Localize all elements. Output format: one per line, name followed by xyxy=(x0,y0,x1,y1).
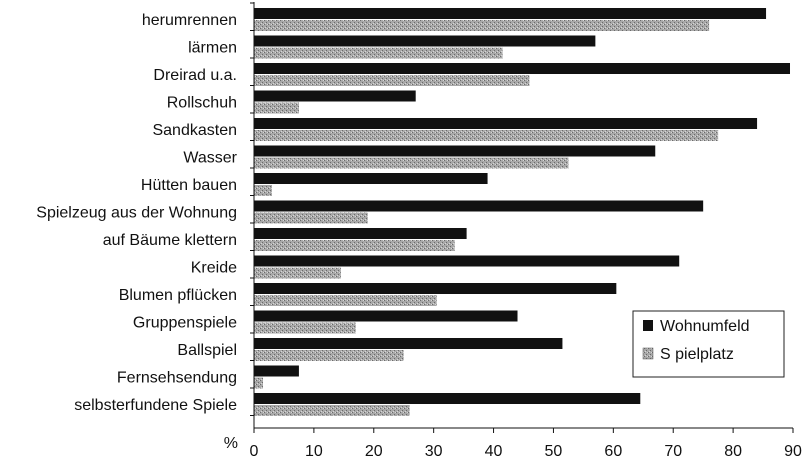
bar-spielplatz-1 xyxy=(254,47,503,59)
legend-swatch-wohnumfeld xyxy=(643,320,653,331)
x-tick-label-1: 10 xyxy=(305,443,323,460)
legend-label-wohnumfeld: Wohnumfeld xyxy=(660,318,750,335)
legend-swatch-spielplatz xyxy=(642,347,654,360)
bar-spielplatz-7 xyxy=(254,212,368,224)
bar-spielplatz-6 xyxy=(254,185,272,196)
bar-spielplatz-9 xyxy=(254,267,341,279)
x-tick-label-6: 60 xyxy=(604,443,622,460)
category-label-6: Hütten bauen xyxy=(141,177,237,194)
legend-box xyxy=(632,310,785,378)
bar-wohnumfeld-8 xyxy=(254,228,467,239)
category-label-3: Rollschuh xyxy=(167,95,237,112)
x-tick-label-9: 90 xyxy=(784,443,802,460)
category-label-12: Ballspiel xyxy=(177,342,237,359)
bar-wohnumfeld-4 xyxy=(254,118,758,129)
bar-spielplatz-2 xyxy=(254,75,530,86)
bar-spielplatz-12 xyxy=(254,350,404,361)
category-label-5: Wasser xyxy=(183,150,237,167)
bar-wohnumfeld-3 xyxy=(254,90,416,102)
category-label-9: Kreide xyxy=(191,260,237,277)
category-label-7: Spielzeug aus der Wohnung xyxy=(36,205,237,222)
bar-wohnumfeld-14 xyxy=(254,393,641,404)
x-tick-label-0: 0 xyxy=(250,443,259,460)
axis-unit-label: % xyxy=(224,435,238,452)
bar-wohnumfeld-1 xyxy=(254,35,596,47)
category-label-14: selbsterfundene Spiele xyxy=(74,397,237,414)
x-tick-label-3: 30 xyxy=(425,443,443,460)
bar-wohnumfeld-10 xyxy=(254,283,617,294)
category-label-13: Fernsehsendung xyxy=(117,370,237,387)
x-axis: 0 10 20 30 40 50 60 70 80 90 xyxy=(250,2,802,460)
bar-wohnumfeld-2 xyxy=(254,63,791,74)
bar-spielplatz-13 xyxy=(254,377,263,389)
bar-spielplatz-0 xyxy=(254,20,710,31)
category-label-4: Sandkasten xyxy=(152,122,237,139)
category-label-11: Gruppenspiele xyxy=(133,315,237,332)
bar-wohnumfeld-12 xyxy=(254,338,563,349)
x-tick-label-2: 20 xyxy=(365,443,383,460)
bar-wohnumfeld-6 xyxy=(254,173,488,184)
x-tick-label-8: 80 xyxy=(724,443,742,460)
legend: Wohnumfeld S pielplatz xyxy=(632,310,785,378)
category-label-8: auf Bäume klettern xyxy=(103,232,237,249)
category-label-10: Blumen pflücken xyxy=(119,287,237,304)
x-tick-label-4: 40 xyxy=(485,443,503,460)
bar-spielplatz-3 xyxy=(254,102,299,114)
category-label-2: Dreirad u.a. xyxy=(153,67,237,84)
x-tick-label-7: 70 xyxy=(664,443,682,460)
bar-spielplatz-10 xyxy=(254,295,437,306)
x-tick-label-5: 50 xyxy=(545,443,563,460)
bar-wohnumfeld-9 xyxy=(254,255,680,267)
bar-wohnumfeld-0 xyxy=(254,8,767,19)
bar-wohnumfeld-13 xyxy=(254,365,299,377)
bar-wohnumfeld-7 xyxy=(254,200,704,212)
category-label-1: lärmen xyxy=(188,40,237,57)
bar-spielplatz-4 xyxy=(254,130,719,141)
category-labels: herumrennen lärmen Dreirad u.a. Rollschuh Sa… xyxy=(36,12,237,414)
bar-spielplatz-11 xyxy=(254,322,356,334)
legend-label-spielplatz: S pielplatz xyxy=(660,346,734,363)
bar-wohnumfeld-5 xyxy=(254,145,656,157)
bar-spielplatz-5 xyxy=(254,157,569,169)
bar-spielplatz-8 xyxy=(254,240,455,251)
bars-layer xyxy=(254,8,791,416)
bar-wohnumfeld-11 xyxy=(254,310,518,322)
bar-spielplatz-14 xyxy=(254,405,410,416)
category-label-0: herumrennen xyxy=(142,12,237,29)
